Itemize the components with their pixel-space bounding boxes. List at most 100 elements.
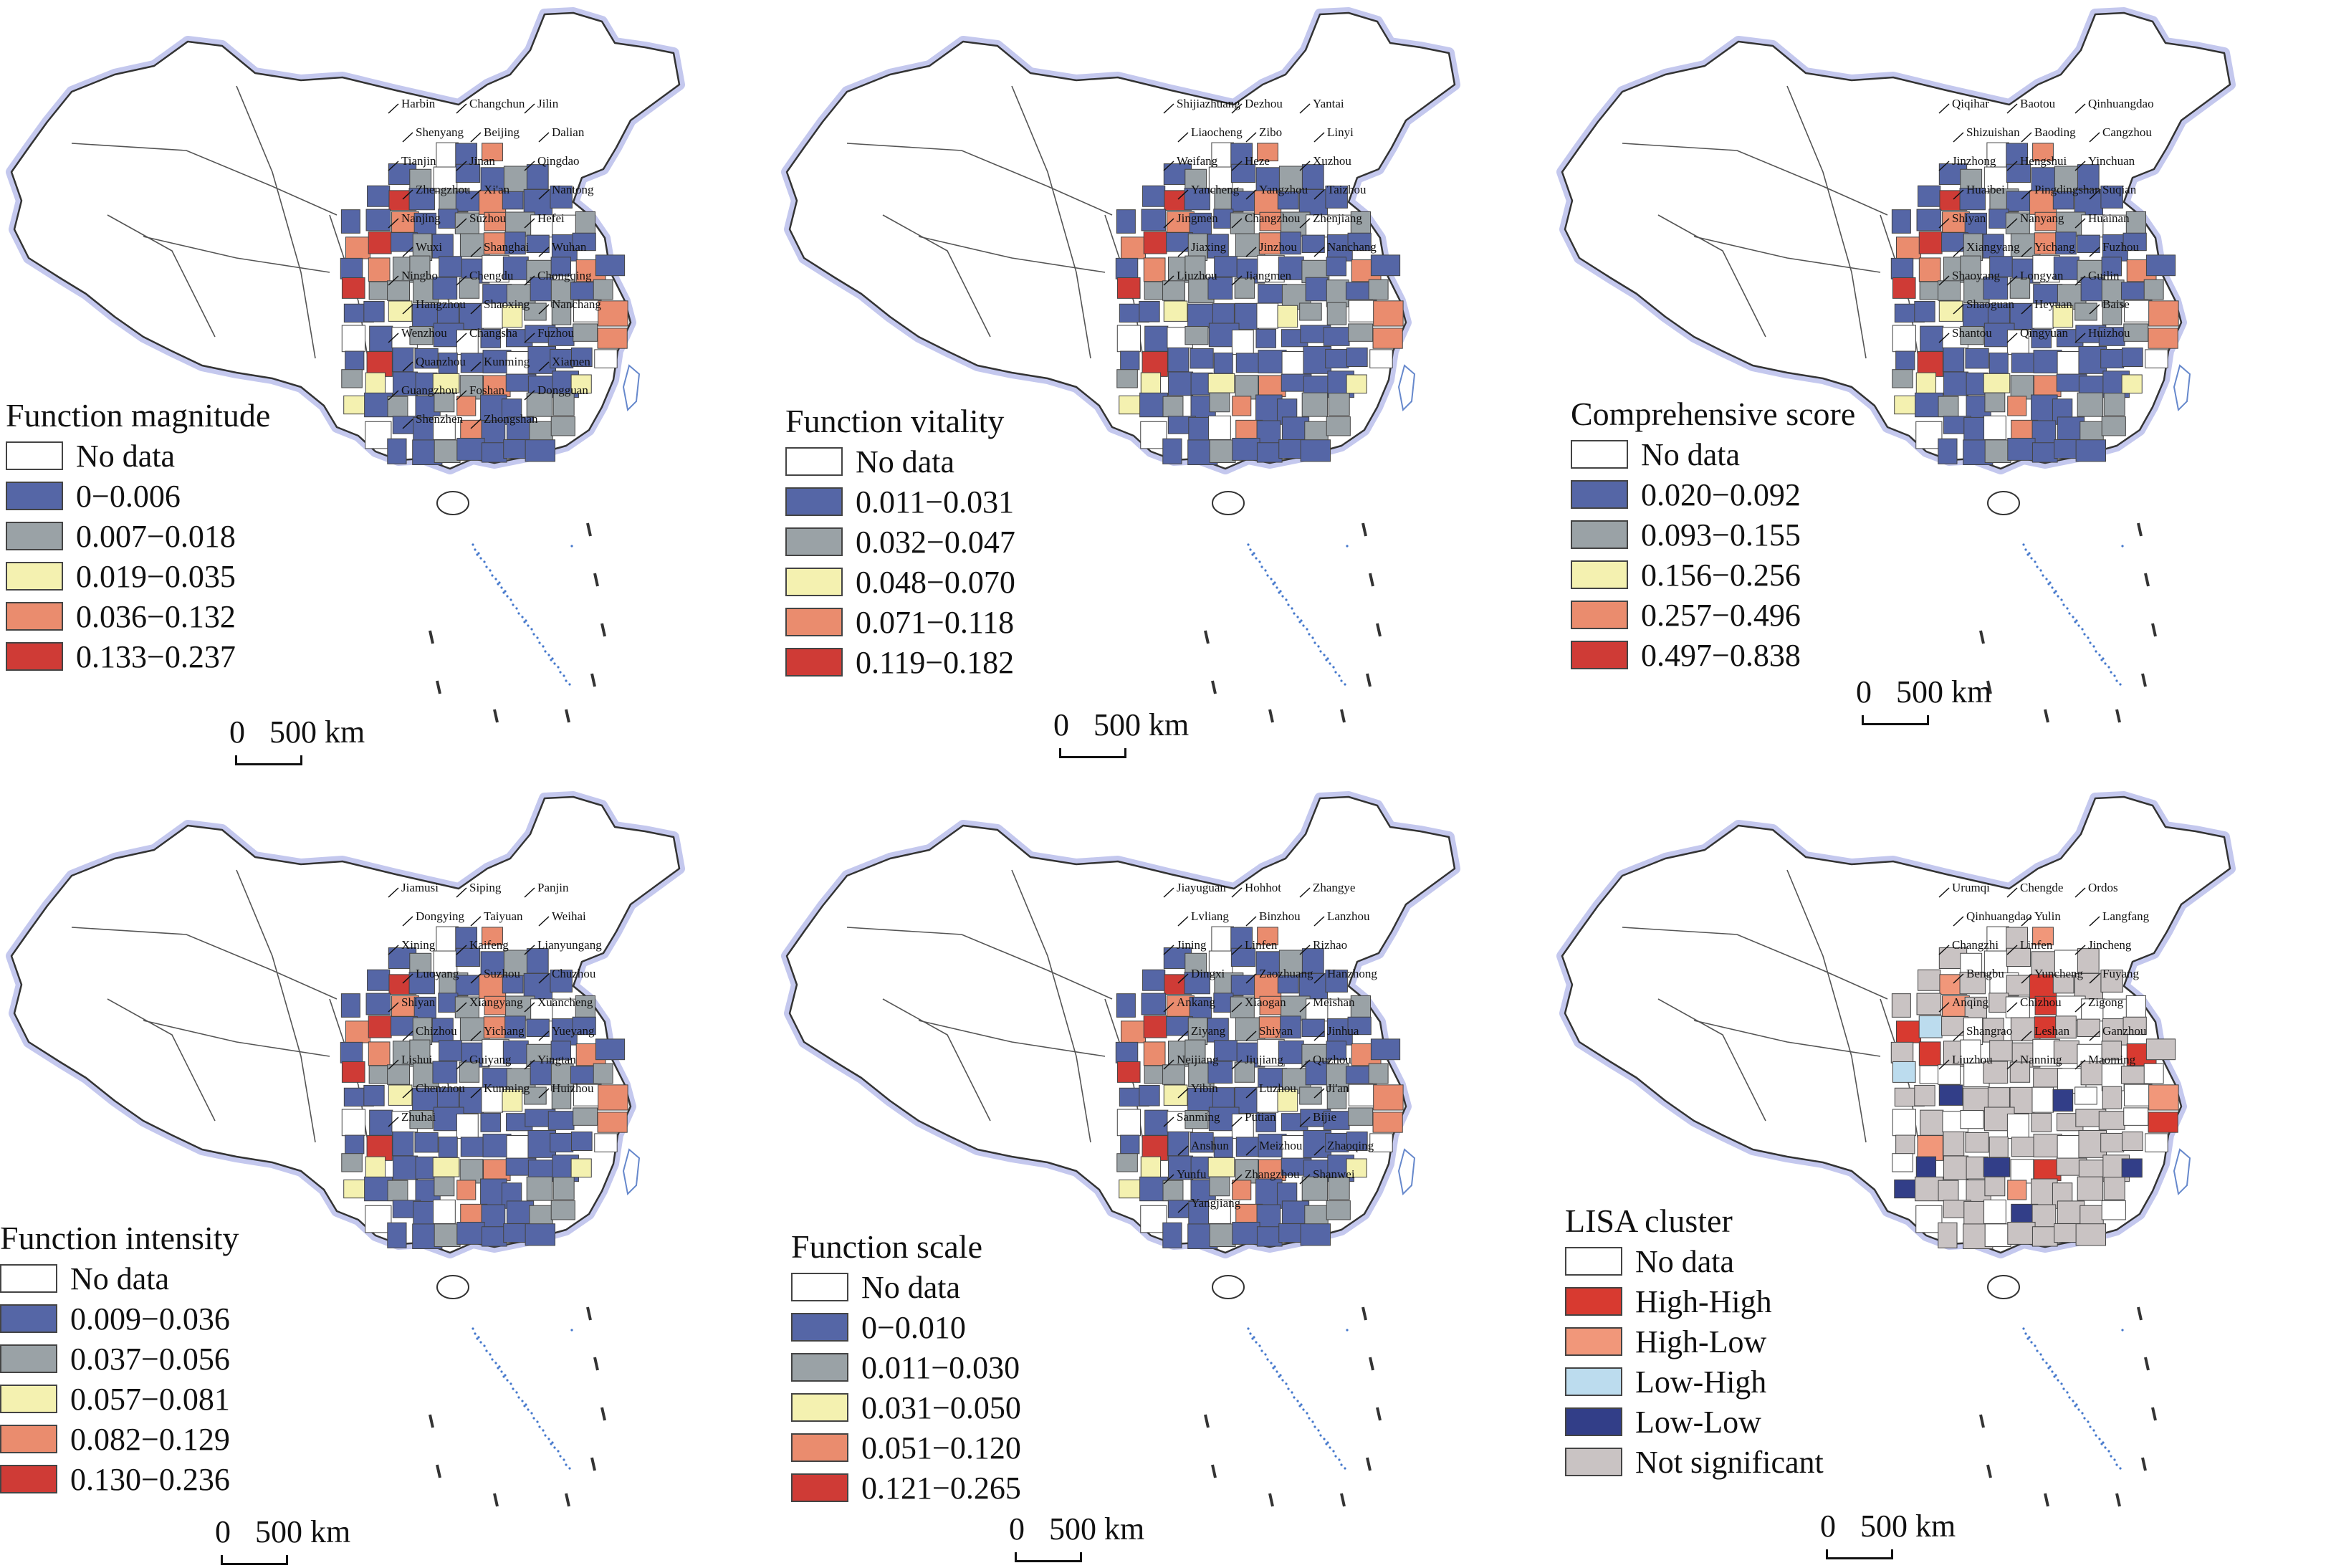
region-cell bbox=[439, 256, 462, 277]
region-cell bbox=[1184, 255, 1206, 281]
map-panel-intensity: Jiamusi Siping Panjin Dongying Taiyuan Weihai… bbox=[0, 784, 775, 1568]
city-label: Beijing bbox=[484, 125, 520, 139]
region-cell bbox=[1230, 143, 1253, 168]
region-cell bbox=[526, 392, 552, 417]
china-map-lisa: Urumqi Chengde Ordos Qinhuangdao Yulin Langfa… bbox=[1556, 791, 2236, 1507]
city-label: Shanghai bbox=[484, 240, 530, 254]
region-cell bbox=[550, 257, 571, 277]
region-cell bbox=[2052, 1089, 2074, 1112]
legend-label: High-High bbox=[1635, 1283, 1772, 1319]
region-cell bbox=[1121, 236, 1147, 259]
region-cell bbox=[2033, 1134, 2062, 1157]
legend-title: Comprehensive score bbox=[1571, 396, 1856, 432]
region-cell bbox=[438, 352, 458, 374]
city-label: Jiangmen bbox=[1245, 269, 1292, 282]
region-cell bbox=[1372, 1112, 1403, 1133]
region-cell bbox=[483, 1016, 507, 1039]
city-label: Shiyan bbox=[1259, 1024, 1293, 1038]
region-cell bbox=[1891, 993, 1911, 1018]
legend-swatch bbox=[785, 487, 843, 516]
region-cell bbox=[1116, 325, 1141, 353]
region-cell bbox=[1140, 421, 1167, 449]
region-cell bbox=[1168, 371, 1194, 396]
region-cell bbox=[1369, 349, 1393, 368]
legend-item: High-Low bbox=[1565, 1321, 1824, 1362]
city-label: Wuxi bbox=[416, 240, 442, 254]
region-cell bbox=[2121, 374, 2143, 394]
legend-swatch bbox=[6, 562, 63, 591]
region-cell bbox=[503, 166, 528, 193]
region-cell bbox=[1184, 325, 1209, 345]
city-label: Shenyang bbox=[416, 125, 464, 139]
region-cell bbox=[366, 351, 393, 377]
region-cell bbox=[1255, 1112, 1276, 1132]
city-label: Kunming bbox=[484, 1081, 530, 1095]
region-cell bbox=[2006, 329, 2029, 355]
region-cell bbox=[1213, 352, 1233, 374]
region-cell bbox=[1299, 1086, 1322, 1105]
region-cell bbox=[1207, 277, 1233, 300]
region-cell bbox=[1964, 212, 1987, 234]
region-cell bbox=[1141, 209, 1167, 231]
region-cell bbox=[1139, 1084, 1160, 1106]
region-cell bbox=[2033, 350, 2062, 373]
region-cell bbox=[1143, 231, 1167, 254]
map-panel-lisa: Urumqi Chengde Ordos Qinhuangdao Yulin Langfa… bbox=[1551, 784, 2326, 1568]
region-cell bbox=[2029, 974, 2057, 999]
region-cell bbox=[1892, 1061, 1916, 1083]
city-label: Lishui bbox=[401, 1053, 433, 1066]
legend-item: 0.011−0.031 bbox=[785, 482, 1015, 522]
region-cell bbox=[1938, 1084, 1963, 1106]
region-cell bbox=[1301, 948, 1324, 974]
region-cell bbox=[1144, 325, 1169, 352]
region-cell bbox=[1918, 231, 1943, 254]
region-cell bbox=[409, 255, 431, 281]
legend-label: No data bbox=[76, 438, 176, 474]
region-cell bbox=[456, 1221, 485, 1245]
legend-item: No data bbox=[785, 441, 1015, 482]
region-cell bbox=[1256, 1226, 1283, 1247]
region-cell bbox=[455, 927, 478, 952]
city-label: Qingyuan bbox=[2020, 326, 2069, 340]
city-label: Suqian bbox=[2102, 183, 2137, 196]
region-cell bbox=[1277, 975, 1299, 994]
region-cell bbox=[502, 256, 529, 280]
region-cell bbox=[1346, 1131, 1368, 1152]
region-cell bbox=[368, 1041, 391, 1066]
city-label: Maoming bbox=[2088, 1053, 2136, 1066]
region-cell bbox=[1256, 1204, 1281, 1228]
region-cell bbox=[341, 277, 365, 299]
legend-swatch bbox=[0, 1385, 57, 1413]
legend-swatch bbox=[0, 1425, 57, 1453]
region-cell bbox=[432, 1157, 460, 1177]
region-cell bbox=[438, 209, 459, 229]
region-cell bbox=[368, 231, 392, 254]
region-cell bbox=[340, 257, 363, 279]
region-cell bbox=[550, 348, 574, 368]
region-cell bbox=[408, 972, 435, 995]
legend-swatch bbox=[1571, 641, 1628, 669]
region-cell bbox=[1984, 439, 2011, 464]
legend-label: 0.121−0.265 bbox=[861, 1470, 1021, 1506]
region-cell bbox=[1370, 254, 1401, 277]
region-cell bbox=[1235, 375, 1259, 400]
region-cell bbox=[1256, 420, 1281, 444]
region-cell bbox=[1162, 1064, 1186, 1085]
region-cell bbox=[345, 350, 365, 371]
legend-swatch bbox=[6, 482, 63, 510]
scale-bar: 0 500 km bbox=[1053, 707, 1189, 758]
region-cell bbox=[1254, 974, 1282, 999]
region-cell bbox=[365, 993, 391, 1015]
region-cell bbox=[1938, 300, 1963, 322]
region-cell bbox=[1116, 369, 1138, 388]
region-cell bbox=[1121, 1020, 1147, 1043]
legend-item: 0.130−0.236 bbox=[0, 1459, 239, 1499]
city-label: Qinhuangdao bbox=[2088, 97, 2154, 110]
region-cell bbox=[594, 1133, 618, 1152]
city-label: Yinchuan bbox=[2088, 154, 2135, 168]
region-cell bbox=[1915, 1156, 1937, 1181]
region-cell bbox=[413, 212, 436, 234]
legend-label: 0.093−0.155 bbox=[1641, 517, 1801, 553]
region-cell bbox=[2074, 1086, 2097, 1105]
region-cell bbox=[1983, 950, 2009, 977]
